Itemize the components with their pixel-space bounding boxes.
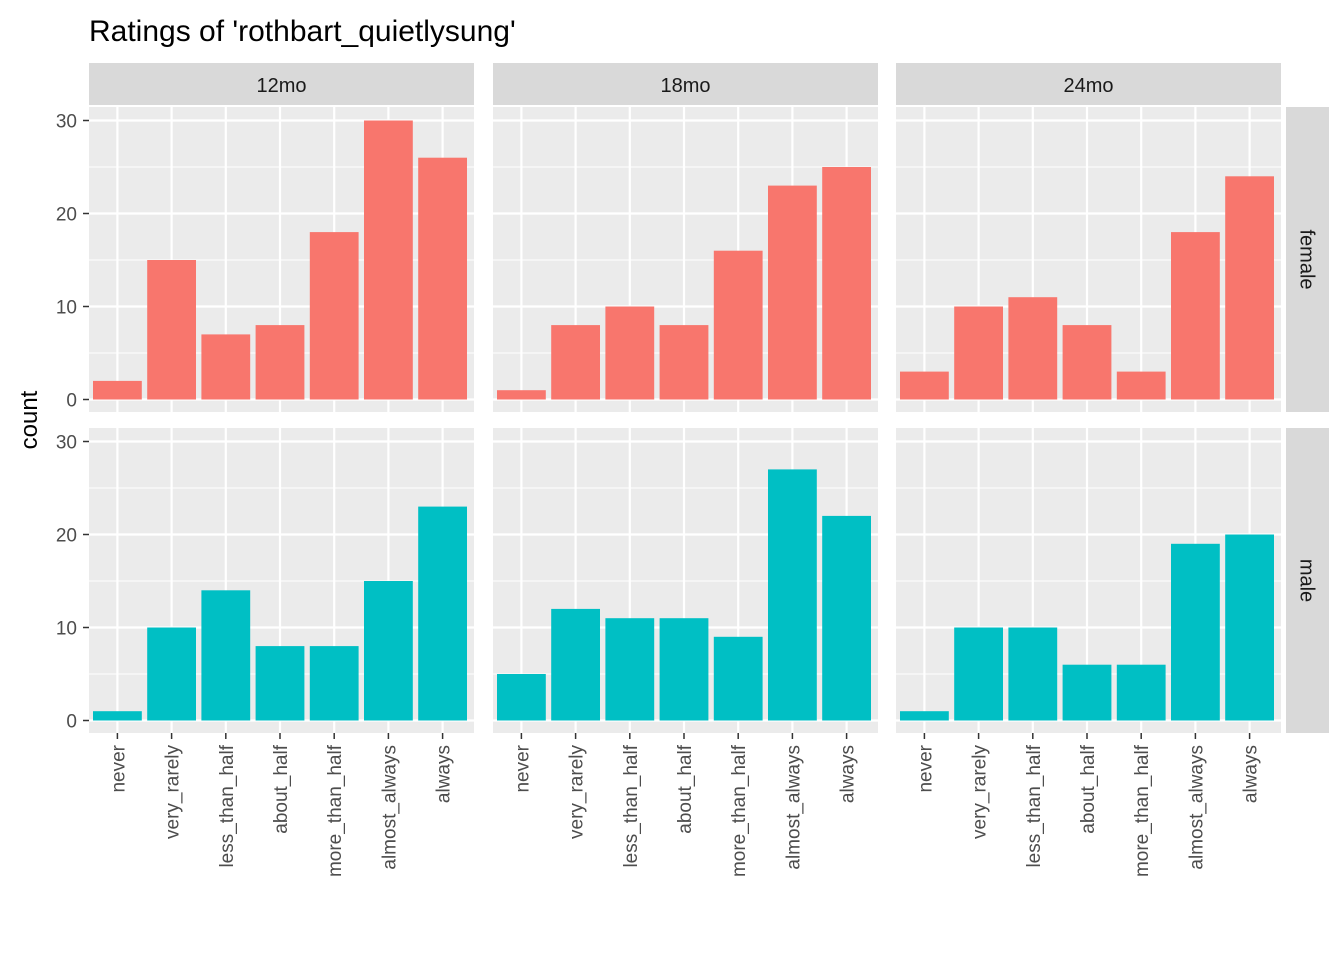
y-tick-label: 10 xyxy=(56,298,77,319)
bar-female-12mo-about_half xyxy=(255,325,305,400)
x-tick-label: about_half xyxy=(675,744,696,833)
bar-female-12mo-more_than_half xyxy=(309,232,359,400)
bar-female-18mo-almost_always xyxy=(768,185,817,400)
facet-strip-female xyxy=(1286,107,1329,412)
facet-strip-label-24mo: 24mo xyxy=(1063,75,1113,97)
x-tick-label: always xyxy=(434,745,455,803)
chart-title: Ratings of 'rothbart_quietlysung' xyxy=(89,15,516,48)
panel-male-12mo xyxy=(89,428,474,733)
facet-strip-label-female: female xyxy=(1296,229,1318,289)
plot-area: 12mo 18mo 24mo female male 0 10 20 30 0 10 20 30 neve… xyxy=(56,63,1329,877)
bar-female-24mo-very_rarely xyxy=(954,306,1003,400)
bar-male-18mo-about_half xyxy=(659,618,709,721)
bar-female-24mo-less_than_half xyxy=(1008,297,1058,400)
bar-female-24mo-almost_always xyxy=(1171,232,1220,400)
bar-male-24mo-less_than_half xyxy=(1008,627,1058,721)
y-tick-label: 0 xyxy=(66,712,77,733)
x-tick-label: almost_always xyxy=(379,745,400,870)
panel-male-18mo xyxy=(493,428,878,733)
bar-female-12mo-never xyxy=(93,380,142,400)
bar-female-18mo-about_half xyxy=(659,325,709,400)
bar-male-12mo-never xyxy=(93,711,142,721)
bar-female-12mo-always xyxy=(418,157,467,400)
bar-male-12mo-always xyxy=(418,506,467,721)
x-tick-label: always xyxy=(838,745,859,803)
facet-strip-label-12mo: 12mo xyxy=(256,75,306,97)
bar-female-24mo-always xyxy=(1225,176,1274,400)
panel-female-12mo xyxy=(89,107,474,412)
x-tick-label: very_rarely xyxy=(567,745,588,839)
bar-female-18mo-very_rarely xyxy=(551,325,600,400)
panel-male-24mo xyxy=(896,428,1281,733)
panel-female-18mo xyxy=(493,107,878,412)
bar-male-24mo-almost_always xyxy=(1171,543,1220,721)
bar-male-18mo-always xyxy=(822,515,871,721)
bar-female-18mo-always xyxy=(822,167,871,400)
bar-female-12mo-almost_always xyxy=(364,120,413,400)
bar-female-24mo-more_than_half xyxy=(1116,371,1166,400)
bar-male-18mo-never xyxy=(497,674,546,721)
bar-female-24mo-never xyxy=(900,371,949,400)
x-tick-label: less_than_half xyxy=(621,744,642,867)
y-tick-label: 10 xyxy=(56,619,77,640)
x-tick-label: never xyxy=(512,744,533,792)
bar-male-18mo-less_than_half xyxy=(605,618,655,721)
x-tick-label: almost_always xyxy=(1186,745,1207,870)
panel-female-24mo xyxy=(896,107,1281,412)
bar-female-18mo-more_than_half xyxy=(713,250,763,400)
facet-strip-18mo xyxy=(493,63,878,105)
x-tick-label: less_than_half xyxy=(217,744,238,867)
facet-strip-24mo xyxy=(896,63,1281,105)
bar-male-24mo-never xyxy=(900,711,949,721)
y-tick-label: 30 xyxy=(56,433,77,454)
bar-male-12mo-more_than_half xyxy=(309,646,359,721)
x-tick-label: more_than_half xyxy=(1132,744,1153,877)
x-tick-label: very_rarely xyxy=(163,745,184,839)
x-tick-label: about_half xyxy=(271,744,292,833)
bar-female-18mo-less_than_half xyxy=(605,306,655,400)
facet-strip-12mo xyxy=(89,63,474,105)
bar-female-24mo-about_half xyxy=(1062,325,1112,400)
y-tick-label: 0 xyxy=(66,391,77,412)
facet-strip-label-male: male xyxy=(1296,559,1318,602)
x-tick-label: more_than_half xyxy=(729,744,750,877)
y-tick-label: 20 xyxy=(56,526,77,547)
bar-male-24mo-about_half xyxy=(1062,664,1112,721)
bar-male-18mo-very_rarely xyxy=(551,608,600,721)
bar-male-18mo-more_than_half xyxy=(713,636,763,721)
bar-male-12mo-less_than_half xyxy=(201,590,251,721)
x-tick-label: very_rarely xyxy=(970,745,991,839)
bar-male-24mo-more_than_half xyxy=(1116,664,1166,721)
facet-strip-label-18mo: 18mo xyxy=(660,75,710,97)
x-tick-label: about_half xyxy=(1078,744,1099,833)
bar-male-18mo-almost_always xyxy=(768,469,817,721)
bar-male-12mo-about_half xyxy=(255,646,305,721)
bar-female-18mo-never xyxy=(497,390,546,400)
x-tick-label: almost_always xyxy=(783,745,804,870)
y-tick-label: 30 xyxy=(56,112,77,133)
y-axis-title: count xyxy=(16,390,43,449)
x-tick-label: more_than_half xyxy=(325,744,346,877)
bar-male-12mo-almost_always xyxy=(364,581,413,721)
bar-male-24mo-always xyxy=(1225,534,1274,721)
x-tick-label: never xyxy=(915,744,936,792)
bar-male-24mo-very_rarely xyxy=(954,627,1003,721)
y-tick-label: 20 xyxy=(56,205,77,226)
x-tick-label: less_than_half xyxy=(1024,744,1045,867)
bar-female-12mo-less_than_half xyxy=(201,334,251,400)
facet-strip-male xyxy=(1286,428,1329,733)
x-tick-label: never xyxy=(108,744,129,792)
x-tick-label: always xyxy=(1241,745,1262,803)
bar-male-12mo-very_rarely xyxy=(147,627,196,721)
bar-female-12mo-very_rarely xyxy=(147,260,196,400)
